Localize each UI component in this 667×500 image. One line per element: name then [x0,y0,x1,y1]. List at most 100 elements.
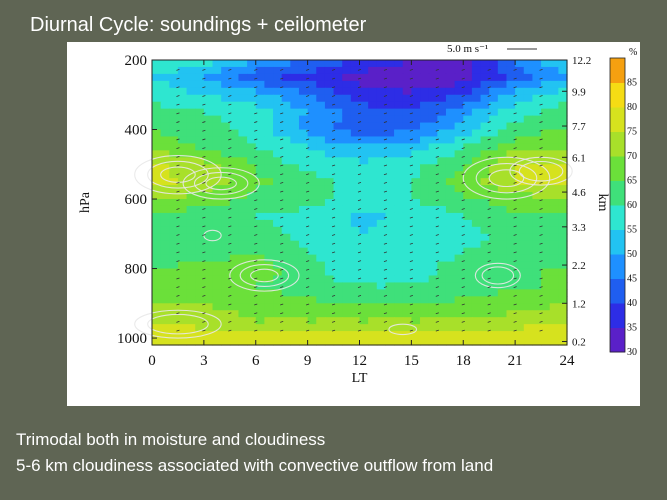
heatmap-cell [264,157,274,165]
wind-barb [409,260,414,262]
heatmap-cell [385,254,395,263]
heatmap-cell [273,101,283,110]
heatmap-cell [307,80,317,89]
heatmap-cell [368,219,378,228]
heatmap-cell [480,338,490,346]
heatmap-cell [333,247,343,256]
heatmap-cell [402,115,412,124]
heatmap-cell [177,247,188,256]
heatmap-cell [350,268,361,277]
heatmap-cell [195,60,205,68]
heatmap-cell [350,212,361,221]
heatmap-cell [195,199,205,207]
heatmap-cell [541,164,551,172]
heatmap-cell [489,233,499,242]
heatmap-cell [471,157,482,165]
heatmap-cell [177,66,188,75]
heatmap-cell [463,226,473,235]
wind-barb [383,77,388,80]
wind-barb [487,329,491,332]
heatmap-cell [497,66,508,75]
y2-tick-label: 0.2 [572,337,586,349]
heatmap-cell [203,261,214,270]
wind-barb [228,329,232,332]
heatmap-cell [281,261,291,270]
heatmap-cell [445,317,456,325]
heatmap-cell [376,226,387,235]
wind-barb [513,208,517,210]
heatmap-cell [160,261,170,270]
wind-barb [176,199,180,202]
heatmap-cell [402,171,412,179]
heatmap-cell [290,296,300,304]
heatmap-cell [402,240,412,249]
wind-barb [409,303,414,306]
heatmap-cell [515,122,525,131]
heatmap-cell [342,338,352,346]
wind-barb [513,268,517,271]
heatmap-cell [445,73,456,82]
heatmap-cell [195,115,205,124]
heatmap-cell [506,303,516,311]
heatmap-cell [558,254,568,263]
y-tick-label: 200 [125,53,148,69]
heatmap-cell [402,324,412,332]
wind-barb [280,251,284,254]
heatmap-cell [497,108,508,117]
heatmap-cell [437,338,447,346]
heatmap-cell [324,136,335,145]
heatmap-cell [558,108,568,117]
wind-barb [461,234,465,236]
heatmap-cell [298,338,309,346]
wind-barb [254,242,258,245]
heatmap-cell [497,115,508,124]
heatmap-cell [281,171,291,179]
heatmap-cell [385,205,395,214]
wind-barb [254,225,258,228]
wind-barb [487,103,491,106]
heatmap-cell [316,324,326,332]
wind-barb [513,329,517,332]
wind-barb [176,173,180,176]
heatmap-cell [195,261,205,270]
cloud-contour [147,313,209,335]
wind-barb [305,129,310,132]
heatmap-cell [195,219,205,228]
wind-barb [383,199,388,202]
heatmap-cell [273,338,283,346]
heatmap-cell [316,122,326,131]
heatmap-cell [195,122,205,131]
wind-barb [202,86,206,89]
heatmap-cell [411,164,421,172]
heatmap-cell [273,331,283,339]
heatmap-cell [186,282,196,290]
heatmap-cell [549,122,559,131]
heatmap-cell [420,282,430,290]
heatmap-cell [497,275,508,284]
heatmap-cell [152,185,162,193]
heatmap-cell [420,192,430,200]
heatmap-cell [368,240,378,249]
heatmap-cell [454,261,464,270]
heatmap-cell [445,94,456,103]
wind-barb [539,77,543,80]
heatmap-cell [463,108,473,117]
heatmap-cell [281,247,291,256]
wind-barb [176,268,180,271]
heatmap-cell [445,338,456,346]
heatmap-cell [307,94,317,103]
heatmap-cell [532,80,542,89]
heatmap-cell [376,254,387,263]
heatmap-cell [402,101,412,110]
heatmap-cell [532,115,542,124]
heatmap-cell [376,94,387,103]
heatmap-cell [255,240,265,249]
heatmap-cell [350,80,361,89]
heatmap-cell [359,226,369,235]
wind-barb [254,260,258,262]
heatmap-cell [463,205,473,214]
heatmap-cell [420,199,430,207]
heatmap-cell [255,275,265,284]
heatmap-cell [437,205,447,214]
heatmap-cell [523,317,534,325]
